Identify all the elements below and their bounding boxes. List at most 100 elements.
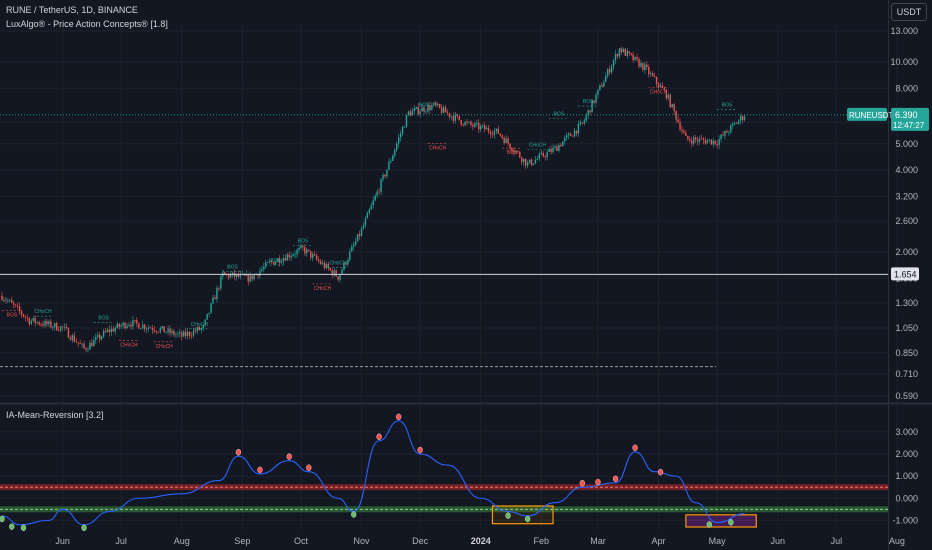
candle-body[interactable]	[134, 319, 136, 321]
candle-body[interactable]	[415, 106, 417, 109]
candle-body[interactable]	[73, 335, 75, 342]
candle-body[interactable]	[507, 138, 509, 144]
candle-body[interactable]	[497, 128, 500, 134]
candle-body[interactable]	[425, 111, 427, 113]
candle-body[interactable]	[32, 317, 34, 321]
candle-body[interactable]	[700, 138, 703, 140]
candle-body[interactable]	[491, 134, 494, 136]
candle-body[interactable]	[462, 124, 464, 126]
candle-body[interactable]	[36, 322, 38, 323]
candle-body[interactable]	[151, 328, 154, 331]
candle-body[interactable]	[396, 143, 398, 150]
candle-body[interactable]	[259, 270, 261, 276]
candle-body[interactable]	[188, 331, 191, 336]
candle-body[interactable]	[597, 89, 599, 95]
candle-body[interactable]	[349, 251, 351, 260]
candle-body[interactable]	[736, 122, 738, 124]
candle-body[interactable]	[9, 300, 11, 301]
candle-body[interactable]	[640, 63, 642, 67]
candle-body[interactable]	[696, 139, 699, 142]
candle-body[interactable]	[401, 127, 404, 134]
candle-body[interactable]	[173, 330, 175, 336]
candle-body[interactable]	[501, 135, 503, 138]
candle-body[interactable]	[67, 328, 70, 338]
price-axis[interactable]: 13.00010.0008.0006.0005.0004.0003.2002.6…	[890, 26, 918, 525]
candle-body[interactable]	[714, 140, 716, 144]
candle-body[interactable]	[239, 273, 242, 277]
candle-body[interactable]	[7, 300, 9, 302]
candle-body[interactable]	[89, 342, 91, 350]
candle-body[interactable]	[186, 331, 189, 336]
candle-body[interactable]	[562, 141, 564, 147]
candle-body[interactable]	[315, 255, 318, 260]
candle-body[interactable]	[532, 163, 535, 165]
candle-body[interactable]	[513, 151, 515, 153]
candle-body[interactable]	[648, 67, 650, 75]
candle-body[interactable]	[583, 120, 585, 124]
candle-body[interactable]	[268, 261, 271, 263]
candle-body[interactable]	[177, 333, 179, 335]
candle-body[interactable]	[691, 140, 693, 144]
candle-body[interactable]	[280, 261, 283, 264]
candle-body[interactable]	[579, 122, 582, 124]
candle-body[interactable]	[231, 272, 234, 275]
candle-body[interactable]	[323, 262, 326, 269]
candle-body[interactable]	[87, 349, 89, 351]
candle-body[interactable]	[124, 322, 126, 329]
candle-body[interactable]	[489, 131, 492, 135]
candle-body[interactable]	[313, 254, 316, 256]
candle-body[interactable]	[530, 159, 533, 165]
candle-body[interactable]	[542, 152, 544, 157]
candle-body[interactable]	[128, 324, 130, 326]
candle-body[interactable]	[540, 152, 543, 155]
candle-body[interactable]	[224, 272, 226, 275]
candle-body[interactable]	[704, 140, 707, 144]
candle-body[interactable]	[317, 259, 320, 262]
candle-body[interactable]	[192, 330, 195, 336]
candle-body[interactable]	[548, 149, 550, 152]
candle-body[interactable]	[143, 324, 146, 330]
candle-body[interactable]	[681, 129, 683, 132]
candle-body[interactable]	[392, 155, 394, 161]
candle-body[interactable]	[288, 254, 290, 258]
candle-body[interactable]	[302, 246, 304, 248]
candle-body[interactable]	[274, 261, 277, 265]
price-pane[interactable]: BOS CHoCH BOS CHoCH CHoCH CHoCH BOS BOS BOS CHoCH…	[0, 46, 888, 368]
candle-body[interactable]	[247, 274, 249, 282]
candle-body[interactable]	[3, 299, 5, 301]
candle-body[interactable]	[581, 122, 584, 124]
candle-body[interactable]	[290, 256, 292, 258]
candle-body[interactable]	[208, 312, 210, 314]
candle-body[interactable]	[417, 106, 419, 114]
candle-body[interactable]	[726, 130, 728, 133]
candle-body[interactable]	[196, 327, 199, 332]
candle-body[interactable]	[481, 125, 484, 127]
candle-body[interactable]	[585, 115, 587, 121]
candle-body[interactable]	[614, 53, 617, 61]
candle-body[interactable]	[171, 330, 173, 334]
candle-body[interactable]	[495, 128, 498, 132]
candle-body[interactable]	[431, 105, 433, 110]
candle-body[interactable]	[153, 330, 156, 332]
candle-body[interactable]	[659, 85, 662, 88]
candle-body[interactable]	[571, 135, 574, 137]
candle-body[interactable]	[407, 111, 410, 116]
candle-body[interactable]	[310, 250, 312, 258]
candle-body[interactable]	[77, 342, 79, 344]
candle-body[interactable]	[737, 120, 740, 124]
candle-body[interactable]	[380, 179, 382, 192]
candle-body[interactable]	[620, 48, 623, 53]
candle-body[interactable]	[270, 261, 273, 262]
candle-body[interactable]	[351, 246, 353, 252]
candle-body[interactable]	[487, 127, 490, 132]
candle-body[interactable]	[48, 321, 50, 325]
candle-body[interactable]	[229, 274, 232, 278]
candle-body[interactable]	[218, 288, 220, 289]
candle-body[interactable]	[523, 158, 525, 163]
candle-body[interactable]	[311, 254, 314, 258]
candle-body[interactable]	[114, 328, 117, 332]
candle-body[interactable]	[409, 111, 412, 116]
candle-body[interactable]	[419, 111, 421, 114]
candle-body[interactable]	[472, 124, 474, 127]
candle-body[interactable]	[698, 138, 701, 142]
